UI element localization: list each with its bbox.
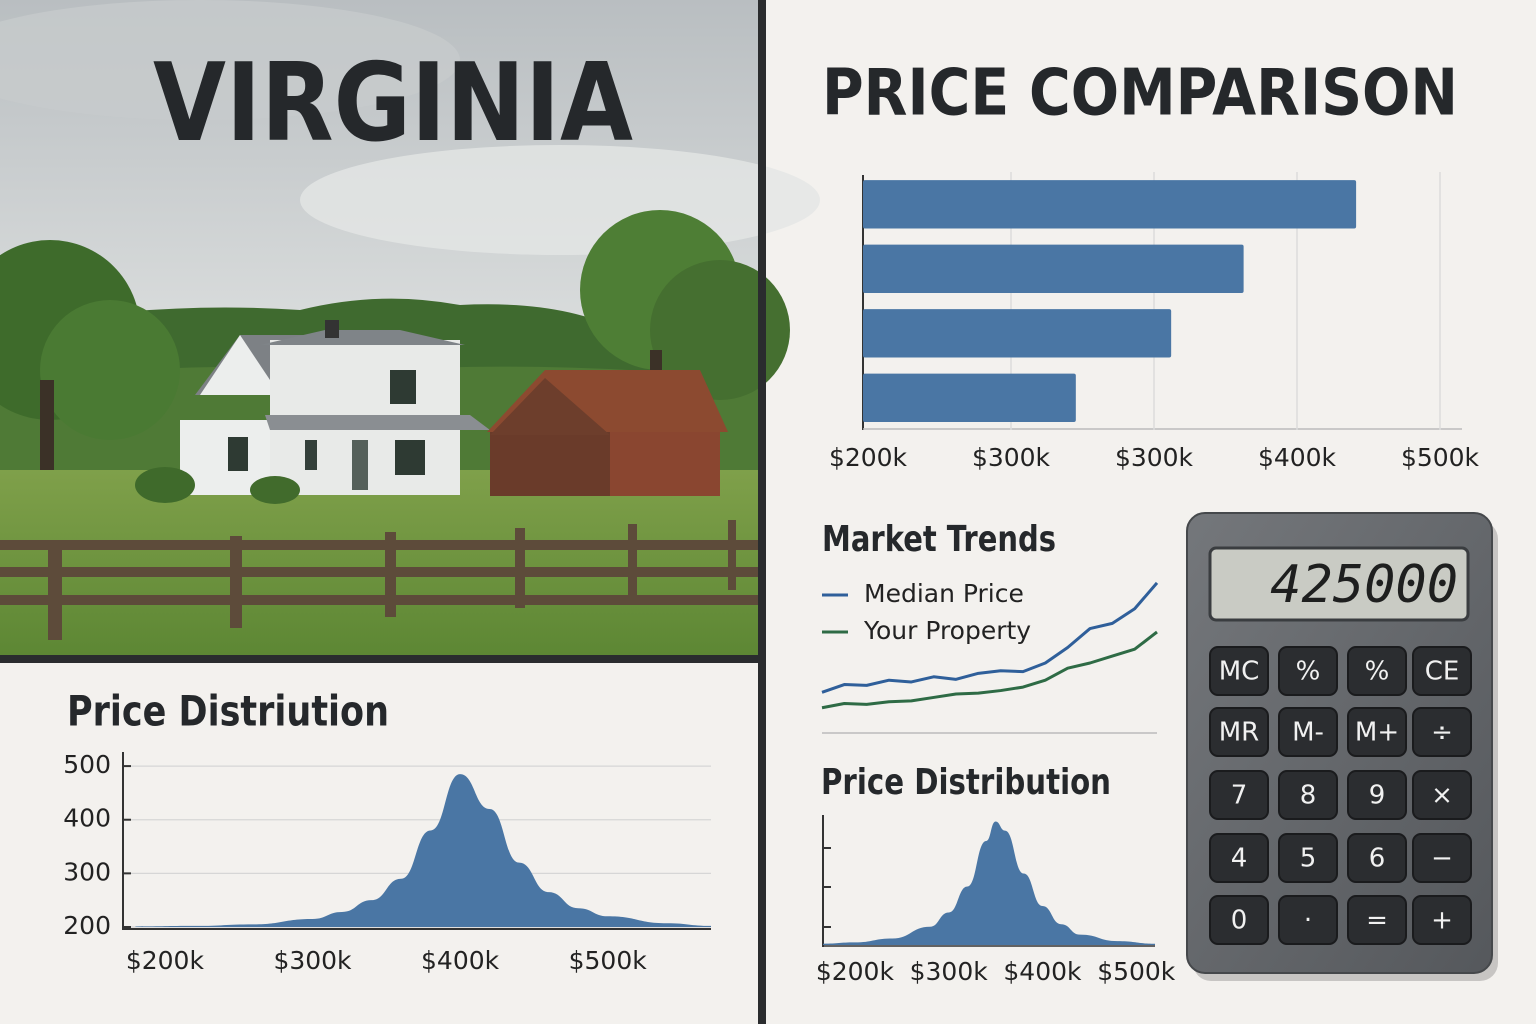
divider xyxy=(758,0,766,1024)
key-label: 5 xyxy=(1300,844,1317,874)
key-label: 8 xyxy=(1300,781,1317,811)
key-label: + xyxy=(1431,906,1453,936)
calculator-key[interactable] xyxy=(1412,646,1472,696)
x-tick-label: $300k xyxy=(910,957,989,986)
legend-label: Your Property xyxy=(863,616,1031,645)
x-tick-label: $500k xyxy=(1097,957,1176,986)
calculator-key[interactable] xyxy=(1347,895,1407,945)
key-label: × xyxy=(1431,781,1453,811)
key-label: 4 xyxy=(1231,844,1248,874)
calculator-key[interactable] xyxy=(1347,646,1407,696)
calculator-key[interactable] xyxy=(1412,770,1472,820)
photo-title: VIRGINIA xyxy=(153,41,633,166)
key-label: MR xyxy=(1219,718,1260,748)
calculator-key[interactable] xyxy=(1278,646,1338,696)
bar xyxy=(863,244,1244,293)
divider xyxy=(0,655,760,663)
x-tick-label: $400k xyxy=(1258,443,1337,472)
chart-title: Price Distriution xyxy=(67,687,389,736)
key-label: 6 xyxy=(1369,844,1386,874)
key-label: ÷ xyxy=(1431,718,1453,748)
calculator-key[interactable] xyxy=(1347,707,1407,757)
calculator-key[interactable] xyxy=(1278,895,1338,945)
x-tick-label: $400k xyxy=(1003,957,1082,986)
y-tick-label: 500 xyxy=(63,750,111,779)
line-series xyxy=(821,630,1158,710)
calculator-key[interactable] xyxy=(1278,833,1338,883)
axis-ticks xyxy=(823,847,831,928)
x-tick-label: $200k xyxy=(126,946,205,975)
key-label: % xyxy=(1296,657,1321,687)
bar xyxy=(863,309,1172,358)
key-label: = xyxy=(1366,906,1388,936)
chart-title: PRICE COMPARISON xyxy=(822,57,1458,131)
key-label: M+ xyxy=(1355,718,1399,748)
calculator-key[interactable] xyxy=(1209,707,1269,757)
key-label: CE xyxy=(1425,657,1460,687)
x-tick-label: $200k xyxy=(829,443,908,472)
key-label: 9 xyxy=(1369,781,1386,811)
calculator-key[interactable] xyxy=(1209,895,1269,945)
y-tick-label: 300 xyxy=(63,857,111,886)
key-label: 7 xyxy=(1231,781,1248,811)
calculator-key[interactable] xyxy=(1209,833,1269,883)
display-value: 425000 xyxy=(1270,555,1458,615)
x-tick-label: $500k xyxy=(569,946,648,975)
calculator-key[interactable] xyxy=(1347,833,1407,883)
y-tick-label: 400 xyxy=(63,804,111,833)
bar xyxy=(863,180,1357,229)
legend-label: Median Price xyxy=(864,579,1024,608)
bar xyxy=(863,373,1076,422)
key-label: M- xyxy=(1292,718,1324,748)
calculator-key[interactable] xyxy=(1412,833,1472,883)
x-tick-label: $200k xyxy=(816,957,895,986)
area xyxy=(135,774,711,927)
calculator-key[interactable] xyxy=(1209,646,1269,696)
key-label: % xyxy=(1365,657,1390,687)
chart-title: Price Distribution xyxy=(821,762,1111,803)
calculator-display xyxy=(1208,546,1470,622)
calculator-key[interactable] xyxy=(1209,770,1269,820)
x-tick-label: $500k xyxy=(1401,443,1480,472)
chart-title: Market Trends xyxy=(822,519,1056,560)
x-tick-label: $300k xyxy=(273,946,352,975)
calculator-key[interactable] xyxy=(1412,895,1472,945)
key-label: · xyxy=(1304,906,1312,936)
key-label: MC xyxy=(1219,657,1260,687)
key-label: − xyxy=(1431,844,1453,874)
key-label: 0 xyxy=(1231,906,1248,936)
area xyxy=(823,821,1155,945)
calculator-key[interactable] xyxy=(1278,707,1338,757)
calculator-key[interactable] xyxy=(1278,770,1338,820)
calculator-key[interactable] xyxy=(1347,770,1407,820)
calculator-key[interactable] xyxy=(1412,707,1472,757)
x-tick-label: $300k xyxy=(1115,443,1194,472)
y-tick-label: 200 xyxy=(63,911,111,940)
line-series xyxy=(821,581,1159,694)
x-tick-label: $300k xyxy=(972,443,1051,472)
photo: VIRGINIA xyxy=(0,0,820,655)
x-tick-label: $400k xyxy=(421,946,500,975)
